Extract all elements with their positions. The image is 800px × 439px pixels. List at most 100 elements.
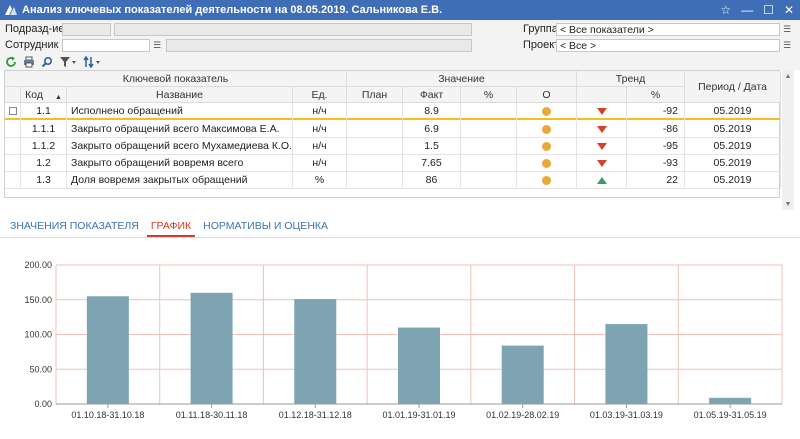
tab-norms[interactable]: НОРМАТИВЫ И ОЦЕНКА (203, 220, 329, 232)
trend-down-icon (577, 155, 627, 172)
header-group-value: Значение (347, 71, 577, 87)
row-name: Закрыто обращений всего Мухамедиева К.О. (67, 138, 293, 155)
row-trend-pct: -95 (627, 138, 685, 155)
table-row[interactable]: 1.1.2 Закрыто обращений всего Мухамедиев… (5, 138, 781, 155)
header-code[interactable]: Код ▲ (21, 87, 67, 103)
close-icon[interactable]: ✕ (783, 3, 794, 17)
row-plan (347, 121, 403, 138)
row-code: 1.1 (21, 103, 67, 120)
bookmark-icon[interactable]: ☆ (720, 3, 732, 17)
row-code: 1.2 (21, 155, 67, 172)
header-code-label: Код (25, 88, 43, 101)
y-tick-label: 100.00 (24, 330, 52, 340)
status-dot-icon (517, 172, 577, 189)
row-pct (461, 155, 517, 172)
row-checkbox[interactable] (5, 172, 21, 189)
row-unit: н/ч (293, 121, 347, 138)
y-tick-label: 150.00 (24, 295, 52, 305)
tab-chart[interactable]: ГРАФИК (146, 216, 196, 237)
header-plan[interactable]: План (347, 87, 403, 103)
filter-icon[interactable] (58, 55, 78, 69)
bar-chart: 0.00 50.00 100.00 150.00 200.00 01.10.18-31.1… (24, 260, 783, 420)
sort-asc-icon: ▲ (54, 94, 62, 101)
project-label: Проект (523, 39, 560, 51)
refresh-icon[interactable] (4, 55, 18, 69)
maximize-icon[interactable]: ☐ (763, 3, 774, 17)
status-dot-icon (517, 121, 577, 138)
table-row[interactable]: 1.1 Исполнено обращений н/ч 8.9 -92 05.2… (5, 103, 781, 120)
bar (501, 345, 544, 404)
row-code: 1.1.1 (21, 121, 67, 138)
header-fact[interactable]: Факт (403, 87, 461, 103)
row-checkbox[interactable] (5, 138, 21, 155)
x-tick-label: 01.01.19-31.01.19 (382, 410, 455, 420)
header-pct[interactable]: % (461, 87, 517, 103)
filter-panel: Подразд-ие Сотрудник ☰ Группа < Все пока… (0, 20, 800, 54)
search-icon[interactable] (40, 55, 54, 69)
trend-down-icon (577, 121, 627, 138)
header-status[interactable]: О (517, 87, 577, 103)
x-tick-label: 01.11.18-30.11.18 (176, 410, 248, 420)
x-tick-label: 01.10.18-31.10.18 (71, 410, 144, 420)
header-group-indicator: Ключевой показатель (5, 71, 347, 87)
project-field[interactable]: < Все > (556, 39, 780, 52)
x-tick-label: 01.02.19-28.02.19 (486, 410, 559, 420)
group-list-icon[interactable]: ☰ (782, 24, 792, 34)
scroll-down-icon[interactable]: ▼ (784, 200, 792, 208)
employee-list-icon[interactable]: ☰ (152, 40, 162, 50)
employee-name-field[interactable] (166, 39, 472, 52)
division-code-field[interactable] (62, 23, 111, 36)
grid-toolbar (0, 54, 800, 70)
division-name-field[interactable] (114, 23, 472, 36)
header-name[interactable]: Название (67, 87, 293, 103)
grid-scrollbar[interactable]: ▲ ▼ (782, 70, 794, 210)
bar (709, 397, 752, 404)
bar (294, 299, 337, 404)
header-trend-icon[interactable] (577, 87, 627, 103)
app-logo-icon (0, 0, 22, 20)
table-row[interactable]: 1.1.1 Закрыто обращений всего Максимова … (5, 121, 781, 138)
status-dot-icon (517, 155, 577, 172)
row-trend-pct: -92 (627, 103, 685, 120)
x-tick-label: 01.05.19-31.05.19 (694, 410, 767, 420)
row-unit: н/ч (293, 138, 347, 155)
scroll-up-icon[interactable]: ▲ (784, 72, 792, 80)
row-plan (347, 155, 403, 172)
minimize-icon[interactable]: — (741, 3, 754, 17)
row-fact: 7.65 (403, 155, 461, 172)
group-label: Группа (523, 23, 558, 35)
row-unit: н/ч (293, 155, 347, 172)
row-fact: 86 (403, 172, 461, 189)
header-period[interactable]: Период / Дата (685, 71, 781, 103)
project-list-icon[interactable]: ☰ (782, 40, 792, 50)
tab-values[interactable]: ЗНАЧЕНИЯ ПОКАЗАТЕЛЯ (10, 220, 139, 232)
row-checkbox[interactable] (5, 121, 21, 138)
window-titlebar: Анализ ключевых показателей деятельности… (0, 0, 800, 20)
detail-tabs: ЗНАЧЕНИЯ ПОКАЗАТЕЛЯ ГРАФИК НОРМАТИВЫ И О… (0, 216, 800, 238)
sort-icon[interactable] (82, 55, 102, 69)
header-unit[interactable]: Ед. (293, 87, 347, 103)
trend-up-icon (577, 172, 627, 189)
employee-field[interactable] (62, 39, 150, 52)
row-name: Закрыто обращений всего Максимова Е.А. (67, 121, 293, 138)
row-period: 05.2019 (685, 138, 781, 155)
row-trend-pct: 22 (627, 172, 685, 189)
bar (605, 324, 648, 404)
x-tick-label: 01.12.18-31.12.18 (279, 410, 352, 420)
y-tick-label: 0.00 (34, 399, 52, 409)
row-pct (461, 138, 517, 155)
row-checkbox[interactable] (5, 155, 21, 172)
row-checkbox[interactable] (5, 103, 21, 120)
row-period: 05.2019 (685, 121, 781, 138)
table-row[interactable]: 1.3 Доля вовремя закрытых обращений % 86… (5, 172, 781, 189)
row-code: 1.1.2 (21, 138, 67, 155)
header-group-trend: Тренд (577, 71, 685, 87)
trend-down-icon (577, 103, 627, 120)
print-icon[interactable] (22, 55, 36, 69)
group-field[interactable]: < Все показатели > (556, 23, 780, 36)
row-code: 1.3 (21, 172, 67, 189)
header-trend-pct[interactable]: % (627, 87, 685, 103)
bar (398, 327, 440, 404)
row-fact: 8.9 (403, 103, 461, 120)
table-row[interactable]: 1.2 Закрыто обращений вовремя всего н/ч … (5, 155, 781, 172)
